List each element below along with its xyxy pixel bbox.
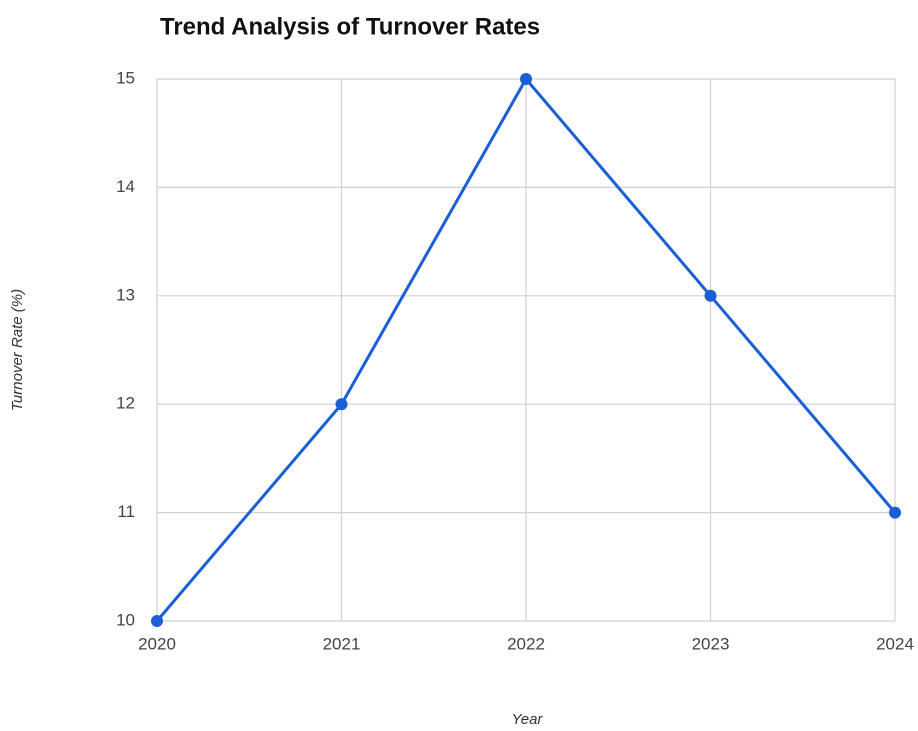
x-tick-label: 2020: [138, 634, 176, 653]
data-point: [335, 398, 348, 411]
y-tick-label: 14: [116, 177, 135, 196]
x-tick-label: 2021: [323, 634, 361, 653]
x-axis-label: Year: [512, 711, 544, 728]
data-point: [520, 73, 532, 85]
data-point: [889, 506, 901, 519]
data-point: [151, 615, 163, 627]
y-tick-label: 12: [116, 394, 135, 413]
chart-title: Trend Analysis of Turnover Rates: [160, 13, 540, 40]
y-tick-label: 11: [117, 502, 135, 521]
x-tick-label: 2022: [507, 634, 545, 653]
x-tick-label: 2024: [876, 634, 914, 653]
y-axis-label: Turnover Rate (%): [9, 289, 26, 411]
x-tick-label: 2023: [692, 634, 730, 653]
y-tick-label: 13: [116, 285, 135, 304]
data-point: [704, 289, 717, 302]
y-tick-label: 15: [116, 68, 135, 87]
y-tick-label: 10: [116, 610, 135, 629]
